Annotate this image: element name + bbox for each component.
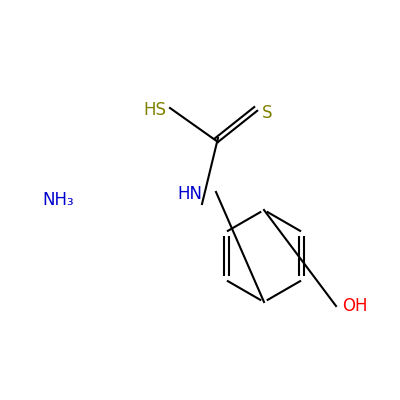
Text: HN: HN (177, 185, 202, 203)
Text: S: S (262, 104, 272, 122)
Text: NH₃: NH₃ (42, 191, 74, 209)
Text: HS: HS (143, 101, 166, 119)
Text: OH: OH (342, 297, 368, 315)
